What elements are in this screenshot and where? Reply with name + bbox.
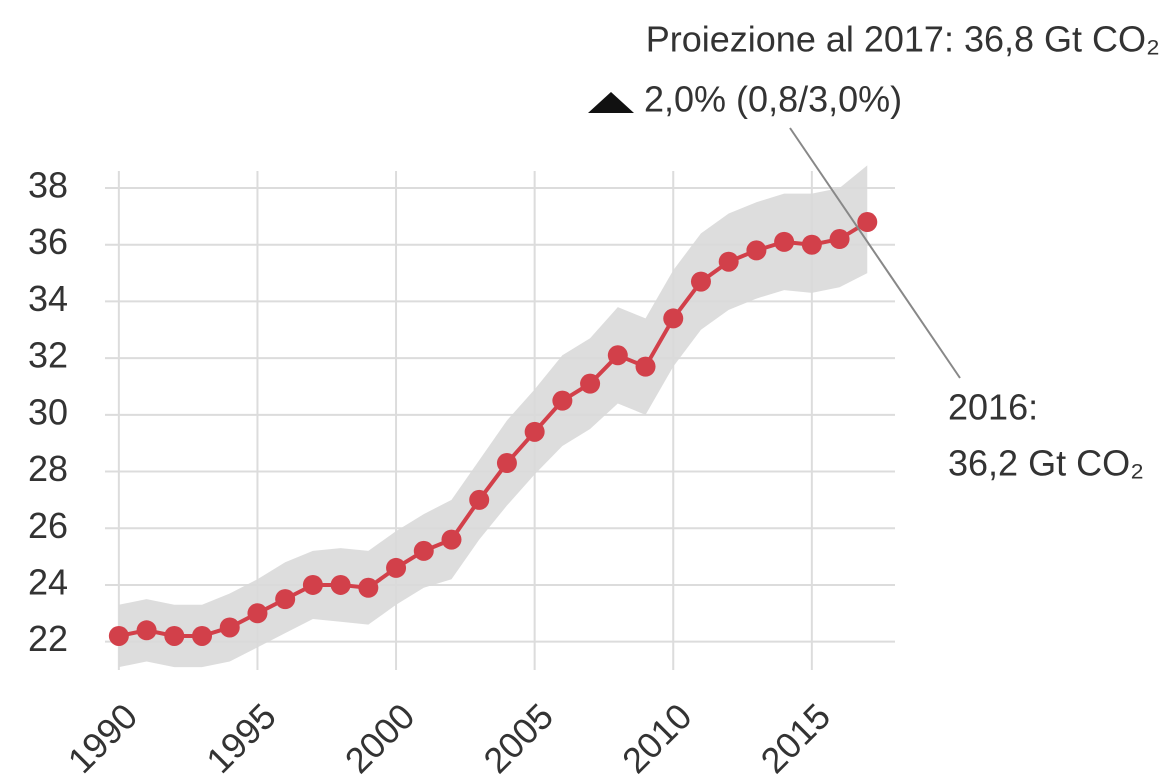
y-tick-label: 36 xyxy=(28,221,68,262)
leader-line xyxy=(789,127,961,379)
data-point xyxy=(219,617,240,638)
data-point xyxy=(469,489,490,510)
data-point xyxy=(718,251,739,272)
data-point xyxy=(164,625,185,646)
plot-layer: 22 24 26 28 30 32 34 36 38 1990 1995 2000 2005 2010 20… xyxy=(28,165,895,781)
y-tick-label: 24 xyxy=(28,561,68,602)
y-tick-label: 38 xyxy=(28,165,68,206)
data-point xyxy=(496,453,517,474)
data-point xyxy=(358,577,379,598)
data-point xyxy=(413,540,434,561)
data-point xyxy=(580,373,601,394)
y-tick-label: 22 xyxy=(28,618,68,659)
data-point xyxy=(441,529,462,550)
annotation: Proiezione al 2017: 36,8 Gt CO₂ xyxy=(646,19,1160,60)
annotation: 36,2 Gt CO₂ xyxy=(948,443,1144,484)
data-point xyxy=(663,308,684,329)
data-point xyxy=(108,625,129,646)
data-point xyxy=(746,240,767,261)
x-tick-label: 2000 xyxy=(337,695,423,781)
data-point xyxy=(552,390,573,411)
data-point xyxy=(192,625,213,646)
data-point xyxy=(829,229,850,250)
y-tick-label: 34 xyxy=(28,278,68,319)
data-point xyxy=(690,271,711,292)
x-tick-label: 2015 xyxy=(753,695,839,781)
data-point xyxy=(524,421,545,442)
data-point xyxy=(302,574,323,595)
data-point xyxy=(386,557,407,578)
y-tick-label: 26 xyxy=(28,505,68,546)
data-point xyxy=(635,356,656,377)
x-tick-label: 1990 xyxy=(60,695,146,781)
data-point xyxy=(607,345,628,366)
y-tick-label: 32 xyxy=(28,335,68,376)
x-tick-label: 1995 xyxy=(198,695,284,781)
annotation: 2,0% (0,8/3,0%) xyxy=(644,79,902,120)
y-tick-label: 30 xyxy=(28,391,68,432)
data-line xyxy=(118,220,869,638)
data-point xyxy=(801,234,822,255)
x-tick-label: 2005 xyxy=(475,695,561,781)
up-triangle xyxy=(588,92,634,113)
data-point xyxy=(275,589,296,610)
uncertainty-band xyxy=(118,165,868,668)
annotation: 2016: xyxy=(948,387,1038,428)
y-tick-label: 28 xyxy=(28,448,68,489)
data-point xyxy=(330,574,351,595)
data-point xyxy=(136,620,157,641)
data-point xyxy=(774,231,795,252)
x-tick-label: 2010 xyxy=(614,695,700,781)
data-point xyxy=(857,212,878,233)
data-point xyxy=(247,603,268,624)
